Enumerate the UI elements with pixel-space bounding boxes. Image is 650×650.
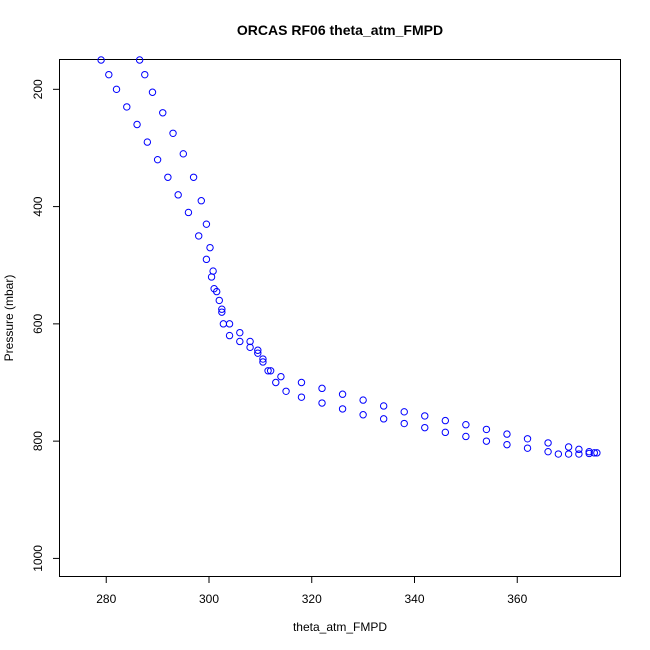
- data-point: [503, 440, 511, 449]
- data-point: [297, 393, 306, 401]
- data-point: [202, 220, 211, 228]
- data-point: [359, 396, 367, 404]
- data-point: [441, 416, 450, 425]
- data-point: [575, 450, 583, 458]
- data-point: [554, 450, 563, 458]
- data-point: [225, 320, 234, 328]
- data-point: [277, 372, 285, 381]
- data-point: [254, 346, 262, 354]
- y-tick-label: 1000: [31, 545, 45, 572]
- data-point: [179, 150, 188, 158]
- data-point: [482, 425, 491, 434]
- data-point: [421, 423, 429, 432]
- data-point: [338, 405, 347, 413]
- x-tick-label: 320: [302, 592, 322, 606]
- x-axis: 280 300 320 340 360: [96, 576, 528, 606]
- data-point: [359, 411, 367, 419]
- data-point: [184, 208, 193, 217]
- data-point: [379, 402, 388, 410]
- data-point: [135, 56, 144, 64]
- data-point: [159, 109, 167, 117]
- data-point: [112, 85, 121, 94]
- x-tick-label: 280: [96, 592, 116, 606]
- data-point: [379, 415, 388, 423]
- data-point: [123, 103, 131, 111]
- data-point: [585, 449, 593, 458]
- data-point: [264, 367, 272, 375]
- data-point: [209, 267, 217, 275]
- data-point: [218, 305, 226, 313]
- data-point: [195, 232, 203, 240]
- y-tick-label: 400: [31, 196, 45, 216]
- data-point: [174, 191, 182, 199]
- data-point: [482, 437, 491, 445]
- data-point: [441, 428, 450, 437]
- data-point: [259, 358, 267, 366]
- data-point: [590, 449, 599, 457]
- x-axis-label: theta_atm_FMPD: [293, 620, 387, 634]
- data-point: [105, 70, 113, 79]
- data-point: [169, 129, 177, 138]
- data-point: [246, 337, 254, 346]
- data-point: [400, 419, 408, 428]
- data-point: [246, 343, 254, 352]
- y-axis-label: Pressure (mbar): [2, 275, 16, 362]
- data-point: [143, 138, 152, 146]
- y-axis: 200 400 600 800 1000: [31, 79, 60, 572]
- y-tick-label: 800: [31, 431, 45, 451]
- data-point: [148, 88, 157, 96]
- data-point: [254, 349, 262, 357]
- data-point: [462, 421, 470, 429]
- data-point: [218, 308, 226, 316]
- data-point: [421, 412, 429, 420]
- data-point: [593, 449, 601, 457]
- y-tick-label: 200: [31, 79, 45, 99]
- x-tick-label: 300: [199, 592, 219, 606]
- data-point: [133, 120, 141, 129]
- plot-frame: [59, 59, 621, 577]
- data-point: [213, 287, 221, 296]
- data-point: [564, 450, 573, 458]
- data-point: [318, 399, 326, 407]
- data-point: [523, 435, 532, 443]
- data-point: [259, 355, 267, 363]
- data-point: [225, 331, 234, 340]
- y-tick-label: 600: [31, 314, 45, 334]
- data-point: [575, 445, 583, 454]
- data-point: [215, 296, 223, 305]
- chart-title: ORCAS RF06 theta_atm_FMPD: [237, 22, 443, 38]
- data-point: [164, 173, 172, 181]
- x-tick-label: 360: [507, 592, 527, 606]
- data-points: [97, 56, 601, 458]
- data-point: [282, 387, 290, 395]
- data-point: [141, 70, 149, 79]
- data-point: [297, 378, 306, 387]
- data-point: [202, 255, 211, 264]
- data-point: [318, 384, 326, 393]
- data-point: [400, 408, 408, 416]
- data-point: [219, 320, 228, 328]
- data-point: [236, 328, 244, 337]
- x-tick-label: 340: [404, 592, 424, 606]
- data-point: [206, 243, 214, 252]
- data-point: [523, 444, 532, 452]
- data-point: [97, 56, 105, 64]
- data-point: [153, 155, 162, 164]
- data-point: [272, 378, 280, 387]
- data-point: [564, 443, 573, 451]
- data-point: [338, 390, 347, 398]
- data-point: [236, 337, 244, 346]
- data-point: [197, 197, 205, 205]
- data-point: [544, 447, 552, 456]
- data-point: [544, 439, 552, 447]
- data-point: [189, 173, 198, 181]
- data-point: [462, 432, 470, 441]
- data-point: [503, 430, 511, 438]
- data-point: [266, 367, 275, 375]
